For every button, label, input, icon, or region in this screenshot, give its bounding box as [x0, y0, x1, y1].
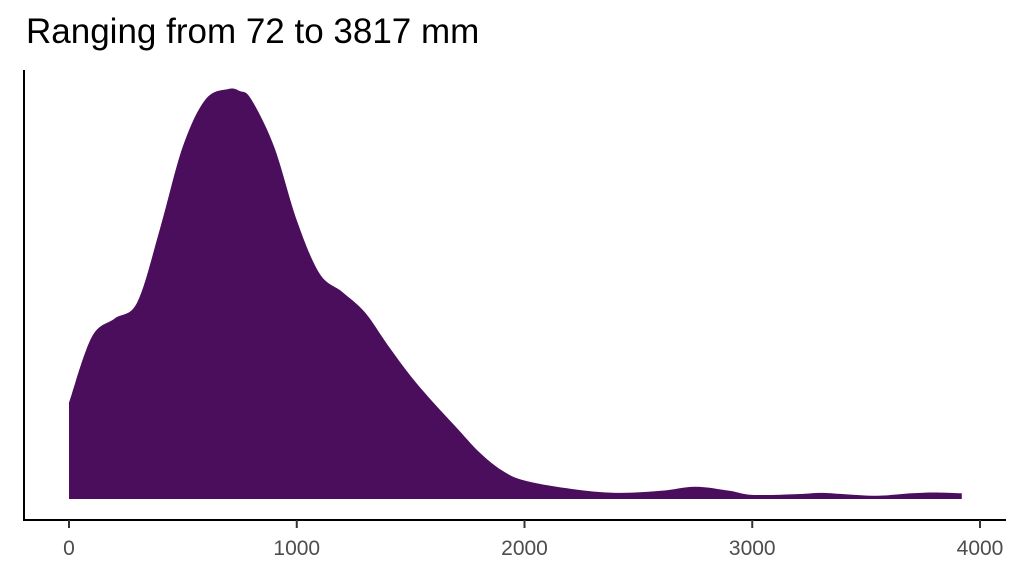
x-tick-label: 1000 — [273, 537, 320, 560]
x-tick-label: 3000 — [729, 537, 776, 560]
x-axis-ticks: 0 1000 2000 3000 4000 — [63, 520, 1003, 560]
density-area — [69, 88, 962, 500]
chart-title: Ranging from 72 to 3817 mm — [26, 12, 480, 51]
x-tick-label: 0 — [63, 537, 75, 560]
x-tick-label: 4000 — [957, 537, 1004, 560]
x-tick-label: 2000 — [501, 537, 548, 560]
